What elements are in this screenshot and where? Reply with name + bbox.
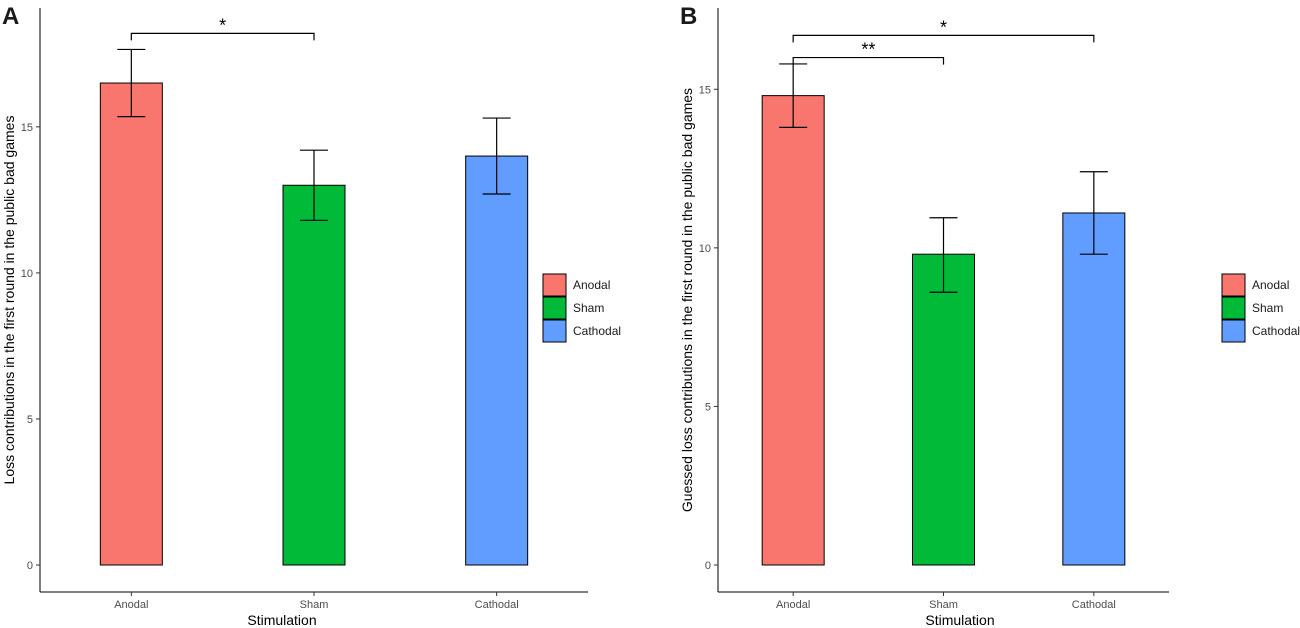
panel-label-a: A [2,3,19,30]
panel-a: A Loss contributions in the first round … [1,3,621,628]
legend-label-sham: Sham [573,301,604,315]
panel-label-b: B [680,3,697,30]
legend-swatch-sham [1221,296,1246,320]
plot-area-a: 0 5 10 15 Anodal Sham Cathodal * [21,8,588,611]
legend-label-anodal: Anodal [573,278,610,292]
significance-bracket [792,56,945,65]
bar-anodal [761,95,825,566]
legend-swatch-anodal [1221,273,1246,297]
bar-sham [912,253,975,566]
legend-swatch-anodal [542,273,567,297]
legend-swatch-cathodal [1221,319,1246,343]
x-axis-title-b: Stimulation [925,612,994,628]
legend-label-sham: Sham [1252,301,1283,315]
x-tick-label: Anodal [776,599,810,611]
legend-a: Anodal Sham Cathodal [542,273,621,343]
significance-label: * [219,15,226,35]
y-axis-title-b: Guessed loss contributions in the first … [679,88,695,512]
significance-bracket [130,32,315,41]
bar-cathodal [1062,212,1126,566]
legend-label-cathodal: Cathodal [573,324,621,338]
x-tick-label: Cathodal [1072,599,1116,611]
x-tick-label: Sham [300,599,329,611]
y-tick-label: 5 [27,414,33,426]
y-tick-label: 15 [21,122,33,134]
y-tick-label: 10 [699,243,711,255]
y-tick-label: 0 [705,560,711,572]
legend-swatch-sham [542,296,567,320]
y-tick-label: 10 [21,268,33,280]
legend-b: Anodal Sham Cathodal [1221,273,1300,343]
legend-label-anodal: Anodal [1252,278,1289,292]
panel-b: B Guessed loss contributions in the firs… [679,3,1300,628]
legend-label-cathodal: Cathodal [1252,324,1300,338]
x-tick-label: Anodal [114,599,148,611]
bar-cathodal [465,155,529,566]
x-tick-label: Cathodal [475,599,519,611]
bar-anodal [99,82,163,566]
legend-swatch-cathodal [542,319,567,343]
y-tick-label: 5 [705,401,711,413]
x-axis-title-a: Stimulation [247,612,316,628]
y-tick-label: 0 [27,560,33,572]
x-tick-label: Sham [929,599,958,611]
y-tick-label: 15 [699,84,711,96]
y-axis-title-a: Loss contributions in the first round in… [1,116,17,485]
significance-label: ** [861,40,875,60]
significance-label: * [940,17,947,37]
bar-sham [282,184,346,566]
significance-bracket [792,34,1095,43]
